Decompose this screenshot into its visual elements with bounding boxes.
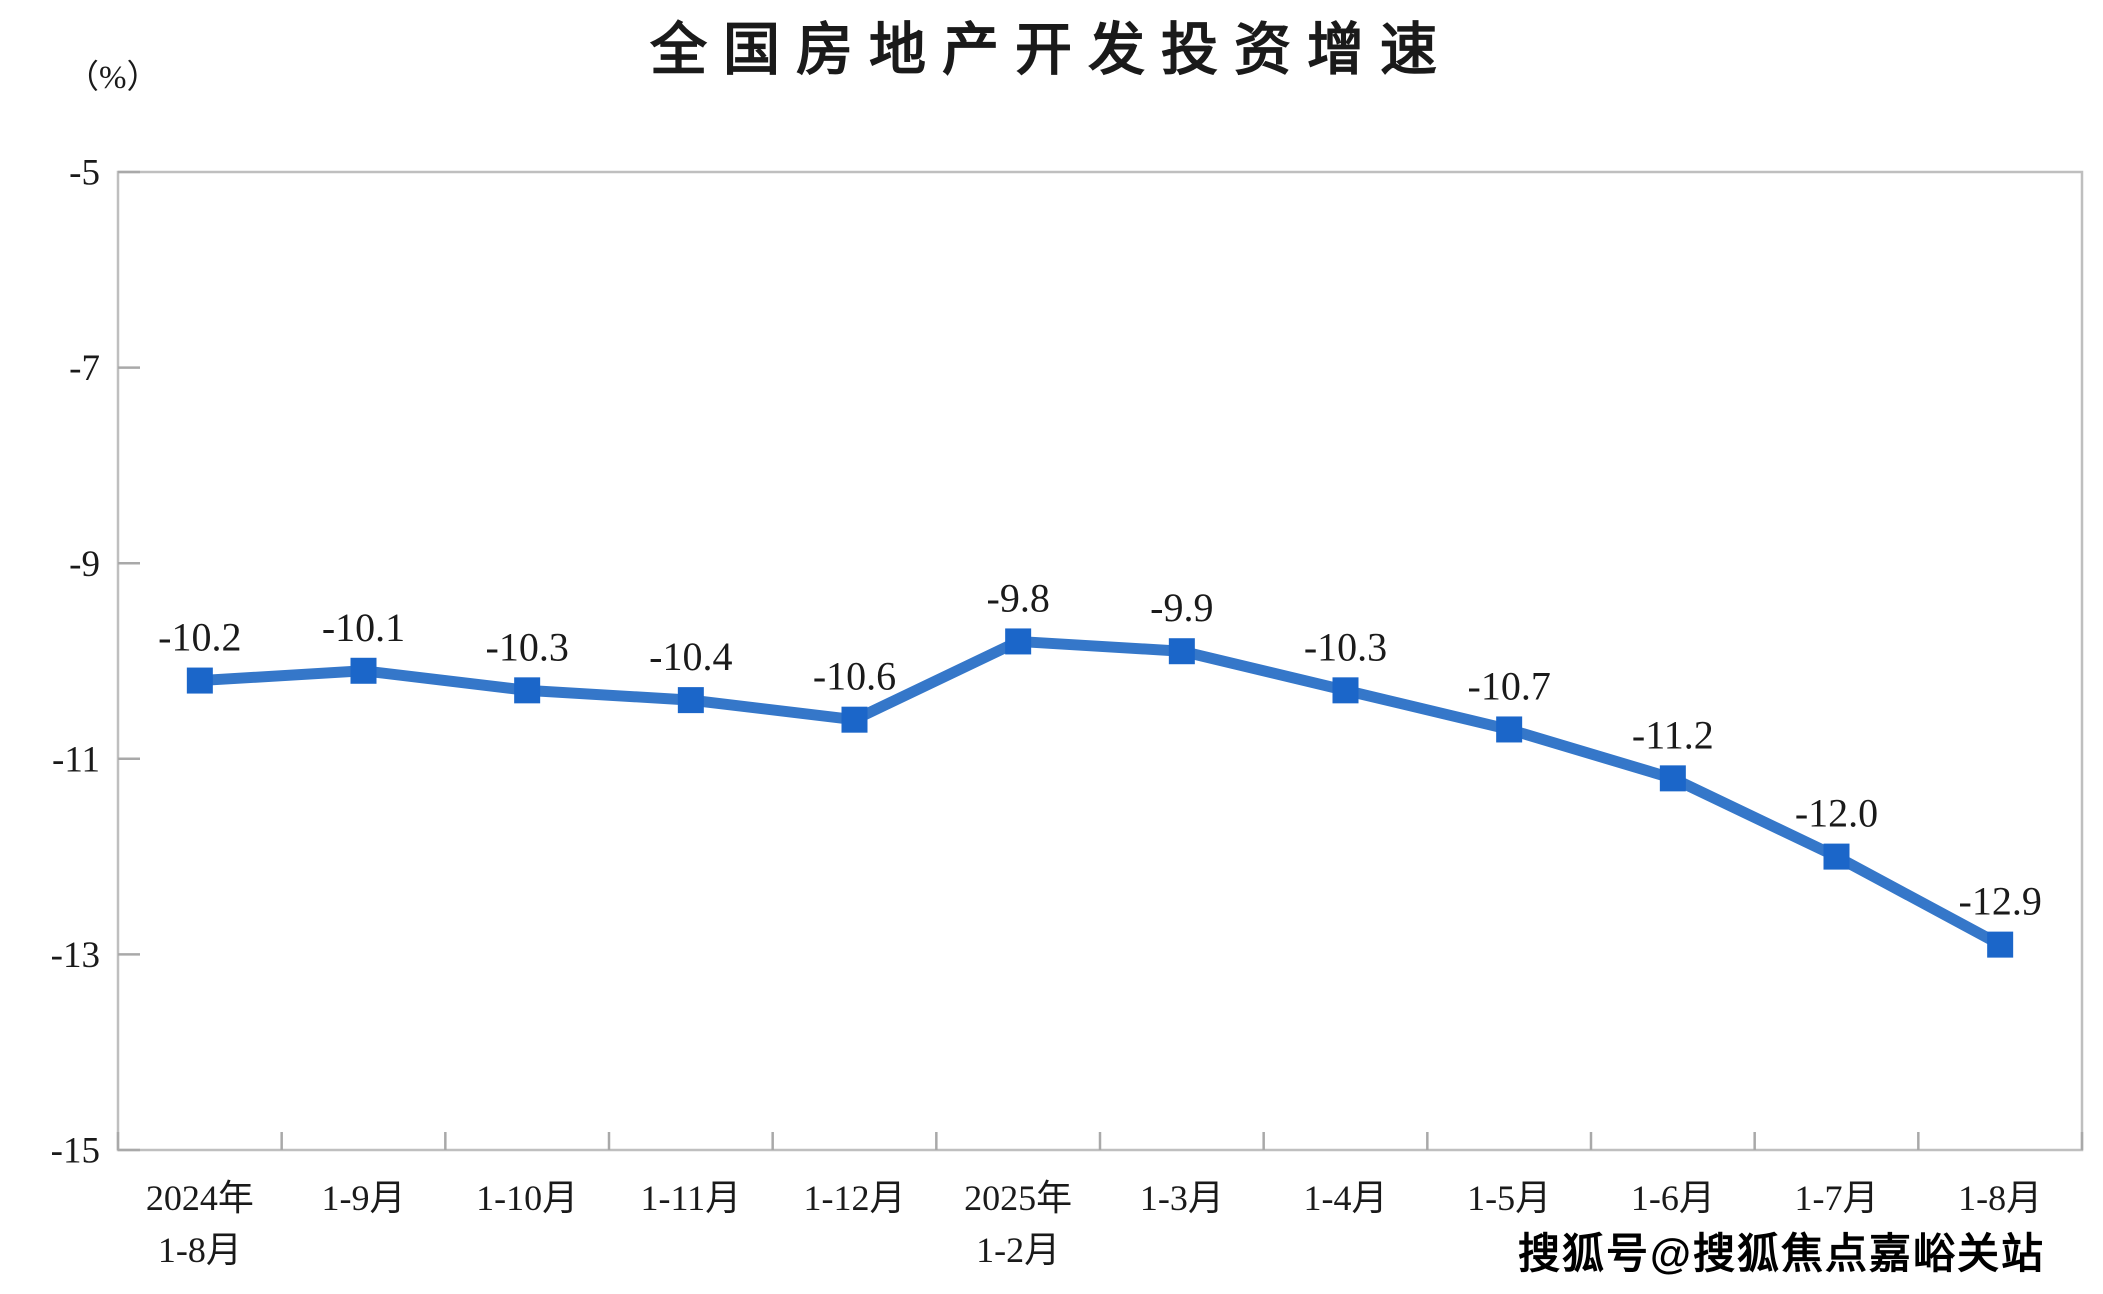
y-axis-tick-label: -13 xyxy=(51,935,100,976)
data-point-label: -10.3 xyxy=(486,624,569,669)
data-point-label: -10.3 xyxy=(1304,624,1387,669)
data-point-marker xyxy=(841,706,868,733)
x-axis-label: 1-4月 xyxy=(1304,1178,1388,1218)
data-point-marker xyxy=(1168,638,1195,665)
data-point-marker xyxy=(1823,843,1850,870)
x-axis-label: 1-9月 xyxy=(322,1178,406,1218)
data-point-label: -10.6 xyxy=(813,654,896,699)
x-axis-label: 1-8月 xyxy=(1958,1178,2042,1218)
data-point-label: -9.8 xyxy=(987,575,1050,620)
data-point-marker xyxy=(1987,931,2014,958)
watermark-text: 搜狐号@搜狐焦点嘉峪关站 xyxy=(1518,1230,2045,1277)
y-axis-tick-label: -11 xyxy=(52,739,100,780)
data-line xyxy=(194,635,2006,951)
y-axis-tick-label: -5 xyxy=(69,153,100,194)
x-axis-label: 1-6月 xyxy=(1631,1178,1715,1218)
data-point-marker xyxy=(1496,716,1523,743)
y-axis-unit-label: （%） xyxy=(66,60,160,96)
y-axis-tick-label: -9 xyxy=(69,544,100,585)
data-point-marker xyxy=(677,687,704,714)
y-axis-tick-label: -7 xyxy=(69,348,100,389)
x-axis-label: 1-10月 xyxy=(476,1178,578,1218)
data-point-label: -12.0 xyxy=(1795,791,1878,836)
x-axis-label: 1-7月 xyxy=(1795,1178,1879,1218)
data-point-marker xyxy=(350,657,377,684)
y-axis-tick-label: -15 xyxy=(51,1131,100,1172)
x-axis-label: 1-5月 xyxy=(1467,1178,1551,1218)
plot-border xyxy=(116,170,2084,1152)
data-point-marker xyxy=(186,667,213,694)
x-axis-label: 2025年 1-2月 xyxy=(964,1178,1072,1270)
chart-title: 全国房地产开发投资增速 xyxy=(650,18,1453,82)
x-axis-label: 1-12月 xyxy=(804,1178,906,1218)
data-point-label: -10.1 xyxy=(322,605,405,650)
x-axis-label: 1-3月 xyxy=(1140,1178,1224,1218)
data-point-label: -10.4 xyxy=(649,634,732,679)
data-point-marker xyxy=(514,677,541,704)
data-point-marker xyxy=(1332,677,1359,704)
data-point-label: -10.7 xyxy=(1468,663,1551,708)
data-point-label: -12.9 xyxy=(1959,879,2042,924)
x-axis-label: 2024年 1-8月 xyxy=(146,1178,254,1270)
data-point-marker xyxy=(1659,765,1686,792)
data-point-label: -11.2 xyxy=(1632,712,1714,757)
data-point-label: -10.2 xyxy=(158,615,241,660)
x-axis-label: 1-11月 xyxy=(641,1178,742,1218)
data-point-marker xyxy=(1005,628,1032,655)
data-point-label: -9.9 xyxy=(1150,585,1213,630)
